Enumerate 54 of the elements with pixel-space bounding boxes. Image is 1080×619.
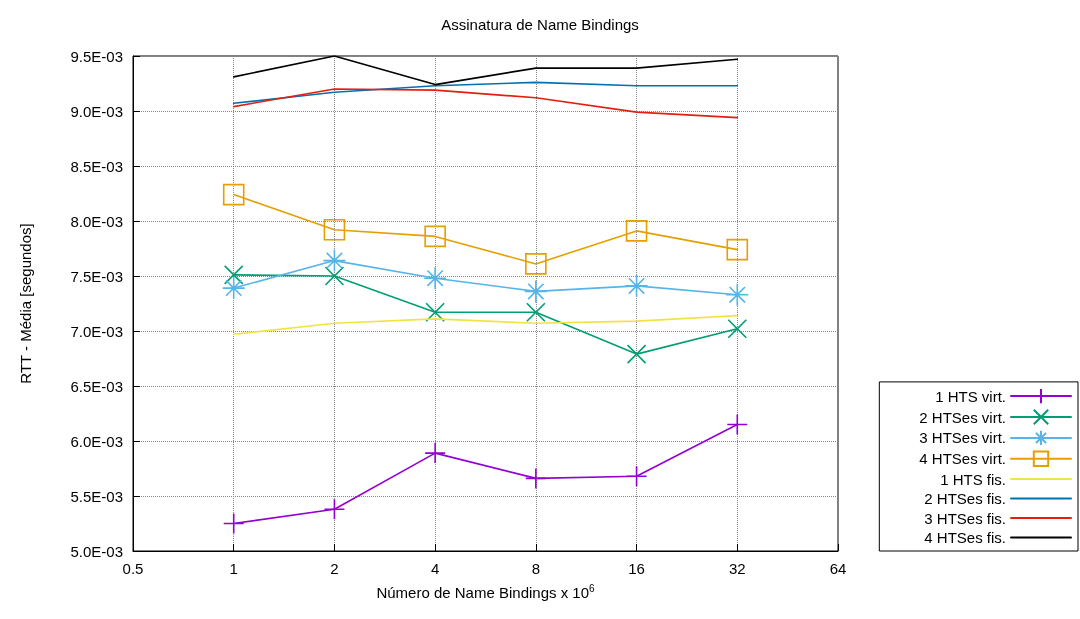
- y-tick-label: 6.0E-03: [70, 432, 123, 450]
- chart-title: Assinatura de Name Bindings: [441, 16, 639, 33]
- x-tick-label: 8: [531, 560, 541, 577]
- x-tick-label: 0.5: [122, 560, 144, 577]
- y-tick-label: 7.0E-03: [70, 322, 123, 340]
- x-tick-label: 1: [229, 560, 238, 577]
- legend-label: 3 HTSes fis.: [924, 509, 1006, 527]
- point: [725, 282, 750, 307]
- point: [727, 319, 748, 339]
- point: [625, 220, 648, 242]
- point: [222, 512, 245, 535]
- y-tick-label: 9.0E-03: [70, 102, 123, 120]
- point: [223, 265, 244, 285]
- point: [424, 225, 446, 248]
- point: [222, 183, 245, 206]
- y-tick-label: 8.5E-03: [70, 157, 123, 175]
- x-tick-label: 4: [430, 560, 440, 577]
- legend-label: 2 HTSes fis.: [924, 490, 1006, 507]
- y-tick-label: 9.5E-03: [70, 47, 123, 65]
- point: [323, 219, 346, 241]
- point: [626, 344, 647, 364]
- y-tick-label: 8.0E-03: [70, 212, 123, 230]
- line-series: [232, 81, 739, 105]
- legend-label: 3 HTSes virt.: [919, 429, 1006, 447]
- point: [221, 276, 246, 300]
- line-series: [232, 88, 739, 119]
- point: [525, 253, 547, 275]
- point: [624, 274, 649, 298]
- legend-label: 1 HTS fis.: [940, 470, 1006, 488]
- point: [423, 266, 447, 290]
- y-tick-label: 5.0E-03: [70, 542, 123, 560]
- point: [323, 498, 346, 520]
- point: [324, 266, 345, 286]
- point: [524, 279, 548, 304]
- x-tick-label: 64: [829, 560, 847, 577]
- y-tick-label: 6.5E-03: [70, 377, 123, 395]
- point: [425, 302, 445, 323]
- point: [526, 302, 546, 323]
- legend-label: 2 HTSes virt.: [919, 408, 1006, 426]
- legend-label: 1 HTS virt.: [935, 387, 1006, 405]
- x-tick-label: 16: [628, 560, 645, 577]
- point: [625, 465, 648, 487]
- y-axis-title: RTT - Média [segundos]: [17, 223, 34, 384]
- point: [525, 467, 547, 490]
- y-tick-label: 7.5E-03: [70, 267, 123, 285]
- point: [726, 413, 749, 436]
- point: [322, 248, 347, 273]
- x-tick-label: 2: [330, 560, 339, 577]
- x-tick-label: 32: [728, 560, 746, 577]
- legend-label: 4 HTSes virt.: [919, 450, 1006, 468]
- point: [424, 442, 446, 464]
- point: [726, 238, 749, 261]
- y-tick-label: 5.5E-03: [70, 487, 123, 505]
- legend-label: 4 HTSes fis.: [924, 529, 1006, 546]
